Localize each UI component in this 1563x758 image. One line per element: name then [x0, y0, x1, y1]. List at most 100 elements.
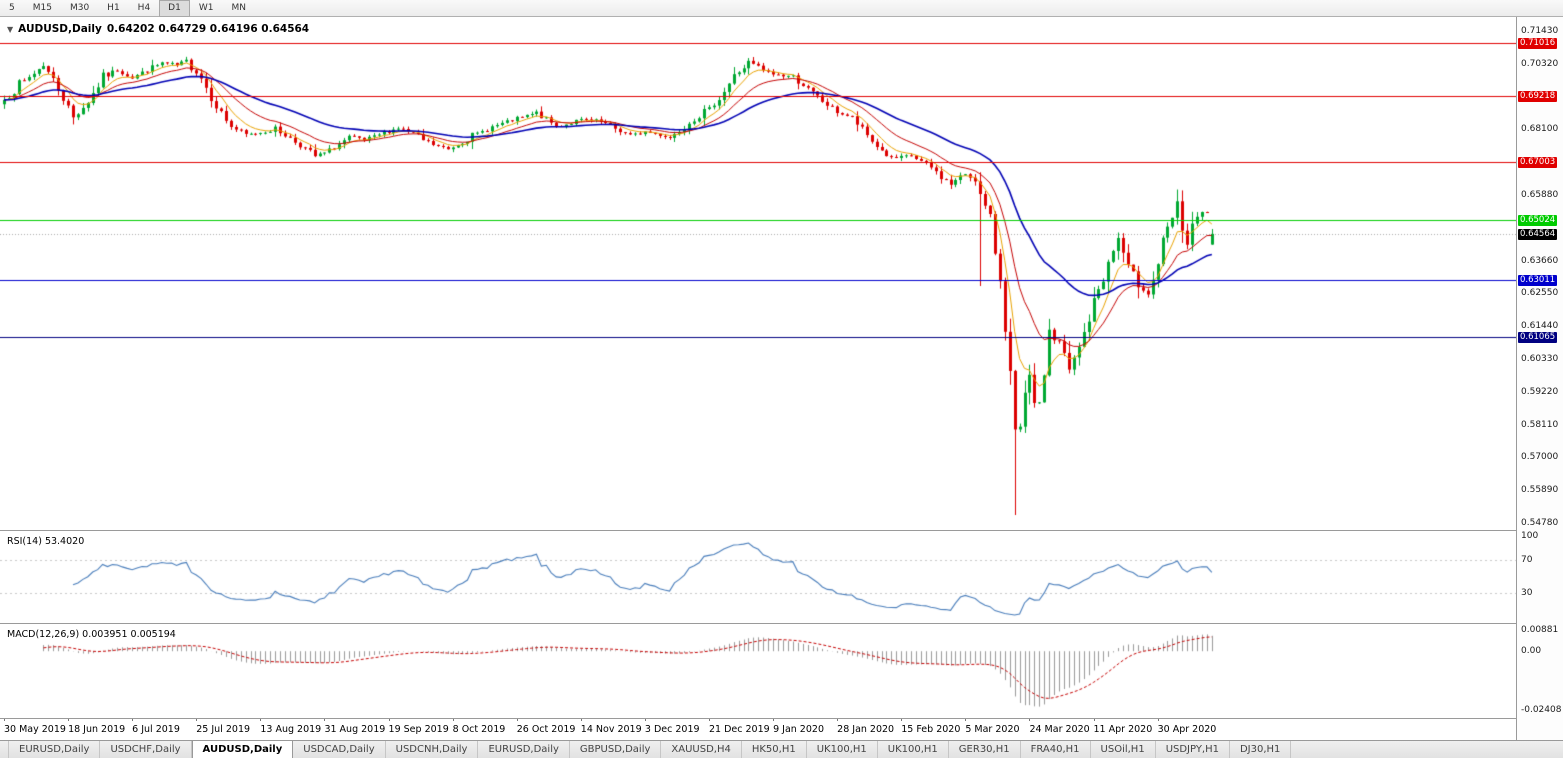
time-axis[interactable]: 30 May 2019 18 Jun 2019 6 Jul 2019 25 Jul 2… — [0, 718, 1516, 740]
timeframe-button-M30[interactable]: M30 — [69, 2, 90, 13]
time-axis-tick — [901, 718, 903, 721]
macd-tick: 0.00881 — [1521, 624, 1559, 635]
chart-tab-UK100-H1[interactable]: UK100,H1 — [807, 741, 878, 758]
time-axis-tick — [965, 718, 967, 721]
time-axis-label: 9 Jan 2020 — [773, 724, 824, 735]
time-axis-tick — [773, 718, 775, 721]
price-axis[interactable]: 0.71430 0.70320 0.68100 0.65880 0.63660 0.625… — [1516, 17, 1563, 740]
price-tick: 0.59220 — [1521, 386, 1559, 397]
chart-tab-USDCNH-Daily[interactable]: USDCNH,Daily — [386, 741, 479, 758]
time-axis-label: 13 Aug 2019 — [260, 724, 322, 735]
timeframe-button-M15[interactable]: M15 — [32, 2, 52, 13]
price-tick: 0.65880 — [1521, 189, 1559, 200]
time-axis-tick — [324, 718, 326, 721]
timeframe-button-MN[interactable]: MN — [231, 2, 246, 13]
time-axis-label: 28 Jan 2020 — [837, 724, 895, 735]
chart-tab-UK100-H1[interactable]: UK100,H1 — [878, 741, 949, 758]
timeframe-toolbar: 5 M15 M30 H1 H4 D1 W1 MN — [0, 0, 1563, 17]
macd-indicator-label: MACD(12,26,9) 0.003951 0.005194 — [7, 629, 176, 640]
chart-tab-bar: EURUSD,Daily USDCHF,Daily AUDUSD,Daily USDC… — [0, 740, 1563, 758]
time-axis-tick — [580, 718, 582, 721]
price-tick: 0.57000 — [1521, 452, 1559, 463]
chart-tab-USDCAD-Daily[interactable]: USDCAD,Daily — [293, 741, 386, 758]
chart-tab-AUDUSD-Daily[interactable]: AUDUSD,Daily — [191, 740, 294, 758]
chart-tab-EURUSD-Daily[interactable]: EURUSD,Daily — [478, 741, 570, 758]
price-tick: 0.54780 — [1521, 517, 1559, 528]
price-tick: 0.55890 — [1521, 485, 1559, 496]
macd-panel-canvas[interactable] — [0, 623, 1516, 718]
macd-tick: -0.02408 — [1521, 704, 1562, 715]
time-axis-tick — [388, 718, 390, 721]
hline-price-label: 0.69218 — [1518, 91, 1558, 103]
chart-tab-FRA40-H1[interactable]: FRA40,H1 — [1021, 741, 1091, 758]
hline-price-label: 0.71016 — [1518, 38, 1558, 50]
hline-price-label: 0.65024 — [1518, 215, 1558, 227]
time-axis-tick — [644, 718, 646, 721]
time-axis-label: 6 Jul 2019 — [132, 724, 180, 735]
chart-tab-EURUSD-Daily[interactable]: EURUSD,Daily — [8, 741, 101, 758]
time-axis-label: 31 Aug 2019 — [324, 724, 386, 735]
current-price-label: 0.64564 — [1518, 228, 1558, 240]
time-axis-tick — [452, 718, 454, 721]
chart-tab-GBPUSD-Daily[interactable]: GBPUSD,Daily — [570, 741, 662, 758]
chart-title-symbol: AUDUSD,Daily — [18, 23, 102, 35]
time-axis-label: 11 Apr 2020 — [1093, 724, 1153, 735]
timeframe-button-H4[interactable]: H4 — [137, 2, 151, 13]
time-axis-separator — [0, 718, 1563, 719]
time-axis-label: 3 Dec 2019 — [644, 724, 700, 735]
chart-tab-GER30-H1[interactable]: GER30,H1 — [949, 741, 1021, 758]
rsi-indicator-label: RSI(14) 53.4020 — [7, 536, 85, 547]
rsi-tick: 30 — [1521, 587, 1533, 598]
macd-tick: 0.00 — [1521, 646, 1542, 657]
chart-tab-XAUUSD-H4[interactable]: XAUUSD,H4 — [661, 741, 742, 758]
chart-tab-HK50-H1[interactable]: HK50,H1 — [742, 741, 807, 758]
hline-price-label: 0.61065 — [1518, 332, 1558, 344]
rsi-tick: 70 — [1521, 555, 1533, 566]
rsi-tick: 100 — [1521, 531, 1539, 541]
time-axis-tick — [837, 718, 839, 721]
price-tick: 0.60330 — [1521, 353, 1559, 364]
time-axis-tick — [68, 718, 70, 721]
time-axis-tick — [1093, 718, 1095, 721]
time-axis-label: 18 Jun 2019 — [68, 724, 126, 735]
price-tick: 0.70320 — [1521, 58, 1559, 69]
hline-price-label: 0.67003 — [1518, 156, 1558, 168]
time-axis-tick — [196, 718, 198, 721]
time-axis-label: 26 Oct 2019 — [516, 724, 576, 735]
price-tick: 0.68100 — [1521, 124, 1559, 135]
time-axis-label: 19 Sep 2019 — [388, 724, 449, 735]
time-axis-tick — [260, 718, 262, 721]
price-tick: 0.62550 — [1521, 288, 1559, 299]
chart-dropdown-icon[interactable]: ▼ — [7, 24, 14, 34]
timeframe-button-5[interactable]: 5 — [9, 2, 15, 13]
timeframe-button-H1[interactable]: H1 — [107, 2, 120, 13]
chart-title: ▼ AUDUSD,Daily 0.64202 0.64729 0.64196 0… — [7, 23, 309, 35]
macd-panel-separator[interactable] — [0, 623, 1563, 624]
price-tick: 0.63660 — [1521, 255, 1559, 266]
main-chart-canvas[interactable] — [0, 17, 1516, 530]
rsi-panel-canvas[interactable] — [0, 530, 1516, 623]
time-axis-tick — [516, 718, 518, 721]
time-axis-label: 8 Oct 2019 — [452, 724, 506, 735]
chart-tab-USDJPY-H1[interactable]: USDJPY,H1 — [1156, 741, 1230, 758]
rsi-panel-separator[interactable] — [0, 530, 1563, 531]
time-axis-label: 24 Mar 2020 — [1029, 724, 1090, 735]
price-tick: 0.61440 — [1521, 321, 1559, 332]
chart-tab-USDCHF-Daily[interactable]: USDCHF,Daily — [100, 741, 192, 758]
chart-tab-USOil-H1[interactable]: USOil,H1 — [1091, 741, 1156, 758]
price-tick: 0.71430 — [1521, 26, 1559, 36]
chart-title-ohlc: 0.64202 0.64729 0.64196 0.64564 — [106, 23, 310, 35]
time-axis-label: 30 Apr 2020 — [1157, 724, 1217, 735]
timeframe-button-D1[interactable]: D1 — [159, 0, 190, 17]
time-axis-label: 30 May 2019 — [4, 724, 66, 735]
hline-price-label: 0.63011 — [1518, 274, 1558, 286]
time-axis-tick — [1029, 718, 1031, 721]
chart-tab-DJ30-H1[interactable]: DJ30,H1 — [1230, 741, 1292, 758]
time-axis-tick — [4, 718, 5, 721]
time-axis-label: 25 Jul 2019 — [196, 724, 251, 735]
timeframe-button-W1[interactable]: W1 — [198, 2, 214, 13]
time-axis-tick — [1157, 718, 1159, 721]
time-axis-tick — [132, 718, 134, 721]
time-axis-label: 15 Feb 2020 — [901, 724, 961, 735]
